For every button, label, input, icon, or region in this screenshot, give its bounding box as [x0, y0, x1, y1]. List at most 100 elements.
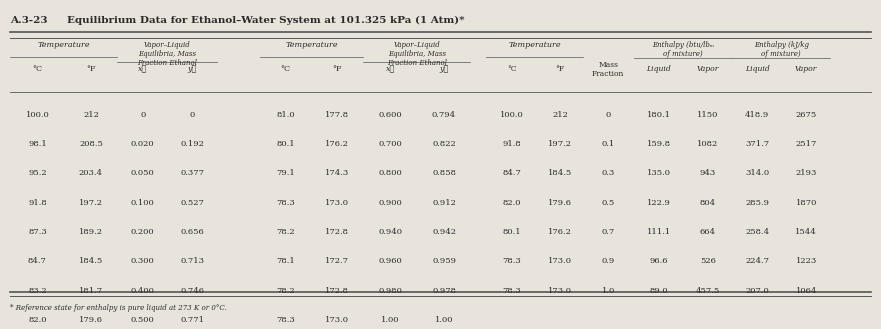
Text: °F: °F: [86, 65, 96, 73]
Text: 159.8: 159.8: [647, 140, 670, 148]
Text: 0.960: 0.960: [379, 258, 403, 266]
Text: Temperature: Temperature: [508, 40, 561, 49]
Text: 804: 804: [700, 199, 716, 207]
Text: 1.00: 1.00: [434, 316, 453, 324]
Text: 0.3: 0.3: [602, 169, 615, 177]
Text: 78.3: 78.3: [276, 316, 295, 324]
Text: 197.2: 197.2: [79, 199, 103, 207]
Text: Liquid: Liquid: [647, 65, 671, 73]
Text: 78.3: 78.3: [502, 258, 521, 266]
Text: Temperature: Temperature: [285, 40, 338, 49]
Text: 0.858: 0.858: [432, 169, 456, 177]
Text: 0.377: 0.377: [181, 169, 204, 177]
Text: Vapor: Vapor: [697, 65, 719, 73]
Text: 1223: 1223: [796, 258, 817, 266]
Text: 0.800: 0.800: [379, 169, 403, 177]
Text: 78.1: 78.1: [276, 258, 295, 266]
Text: 258.4: 258.4: [745, 228, 769, 236]
Text: 84.7: 84.7: [28, 258, 47, 266]
Text: 418.9: 418.9: [745, 111, 769, 119]
Text: 176.2: 176.2: [548, 228, 572, 236]
Text: 0.200: 0.200: [131, 228, 154, 236]
Text: 172.8: 172.8: [325, 287, 349, 295]
Text: Temperature: Temperature: [37, 40, 90, 49]
Text: 79.1: 79.1: [276, 169, 295, 177]
Text: 80.1: 80.1: [502, 228, 521, 236]
Text: 2193: 2193: [796, 169, 817, 177]
Text: Vapor: Vapor: [795, 65, 818, 73]
Text: 189.2: 189.2: [79, 228, 103, 236]
Text: 180.1: 180.1: [647, 111, 670, 119]
Text: 371.7: 371.7: [745, 140, 769, 148]
Text: 0.400: 0.400: [131, 287, 155, 295]
Text: 943: 943: [700, 169, 716, 177]
Text: °C: °C: [280, 65, 291, 73]
Text: 111.1: 111.1: [647, 228, 670, 236]
Text: 1150: 1150: [697, 111, 719, 119]
Text: 197.2: 197.2: [548, 140, 572, 148]
Text: 2517: 2517: [796, 140, 817, 148]
Text: 0.7: 0.7: [602, 228, 615, 236]
Text: 181.7: 181.7: [79, 287, 103, 295]
Text: 91.8: 91.8: [502, 140, 521, 148]
Text: 0: 0: [605, 111, 611, 119]
Text: 664: 664: [700, 228, 716, 236]
Text: °C: °C: [507, 65, 516, 73]
Text: 91.8: 91.8: [28, 199, 47, 207]
Text: 0.700: 0.700: [379, 140, 403, 148]
Text: 212: 212: [552, 111, 568, 119]
Text: 0: 0: [189, 111, 195, 119]
Text: 78.2: 78.2: [276, 228, 295, 236]
Text: Mass
Fraction: Mass Fraction: [592, 61, 625, 78]
Text: 0.300: 0.300: [131, 258, 155, 266]
Text: * Reference state for enthalpy is pure liquid at 273 K or 0°C.: * Reference state for enthalpy is pure l…: [11, 304, 227, 312]
Text: 81.0: 81.0: [276, 111, 295, 119]
Text: 173.0: 173.0: [548, 287, 572, 295]
Text: 78.2: 78.2: [276, 287, 295, 295]
Text: 96.6: 96.6: [649, 258, 668, 266]
Text: 84.7: 84.7: [502, 169, 521, 177]
Text: 1870: 1870: [796, 199, 817, 207]
Text: 0.656: 0.656: [181, 228, 204, 236]
Text: 1064: 1064: [796, 287, 817, 295]
Text: Enthalpy (btu/lbₘ
of mixture): Enthalpy (btu/lbₘ of mixture): [652, 40, 714, 58]
Text: 208.5: 208.5: [79, 140, 103, 148]
Text: A.3-23: A.3-23: [11, 16, 48, 25]
Text: 82.0: 82.0: [28, 316, 47, 324]
Text: 87.3: 87.3: [28, 228, 47, 236]
Text: 0.600: 0.600: [379, 111, 403, 119]
Text: Vapor–Liquid
Equilibria, Mass
Fraction Ethanol: Vapor–Liquid Equilibria, Mass Fraction E…: [137, 40, 197, 67]
Text: 1544: 1544: [796, 228, 818, 236]
Text: 0.980: 0.980: [379, 287, 403, 295]
Text: 1082: 1082: [697, 140, 719, 148]
Text: 0.912: 0.912: [432, 199, 456, 207]
Text: 177.8: 177.8: [325, 111, 349, 119]
Text: 1.0: 1.0: [602, 287, 615, 295]
Text: 0.713: 0.713: [181, 258, 204, 266]
Text: 179.6: 179.6: [548, 199, 572, 207]
Text: 0.942: 0.942: [432, 228, 456, 236]
Text: 100.0: 100.0: [500, 111, 523, 119]
Text: 0.822: 0.822: [433, 140, 455, 148]
Text: Liquid: Liquid: [744, 65, 769, 73]
Text: 78.3: 78.3: [502, 287, 521, 295]
Text: 173.0: 173.0: [325, 316, 349, 324]
Text: 0.050: 0.050: [131, 169, 155, 177]
Text: °C: °C: [33, 65, 42, 73]
Text: 0.978: 0.978: [432, 287, 456, 295]
Text: °F: °F: [555, 65, 565, 73]
Text: 173.0: 173.0: [548, 258, 572, 266]
Text: 224.7: 224.7: [745, 258, 769, 266]
Text: 2675: 2675: [796, 111, 817, 119]
Text: 0.500: 0.500: [131, 316, 155, 324]
Text: 135.0: 135.0: [647, 169, 670, 177]
Text: 100.0: 100.0: [26, 111, 49, 119]
Text: 0.020: 0.020: [131, 140, 154, 148]
Text: 172.7: 172.7: [325, 258, 349, 266]
Text: 184.5: 184.5: [78, 258, 103, 266]
Text: °F: °F: [332, 65, 342, 73]
Text: 0.5: 0.5: [602, 199, 615, 207]
Text: 203.4: 203.4: [79, 169, 103, 177]
Text: 179.6: 179.6: [79, 316, 103, 324]
Text: 0.527: 0.527: [181, 199, 204, 207]
